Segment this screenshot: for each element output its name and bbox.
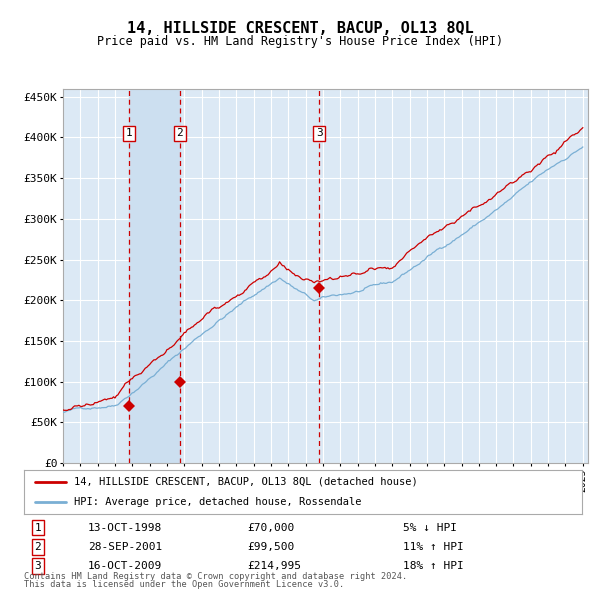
Text: 14, HILLSIDE CRESCENT, BACUP, OL13 8QL: 14, HILLSIDE CRESCENT, BACUP, OL13 8QL xyxy=(127,21,473,35)
Text: 14, HILLSIDE CRESCENT, BACUP, OL13 8QL (detached house): 14, HILLSIDE CRESCENT, BACUP, OL13 8QL (… xyxy=(74,477,418,487)
Text: 3: 3 xyxy=(316,128,323,138)
Text: 3: 3 xyxy=(35,561,41,571)
Text: 2: 2 xyxy=(35,542,41,552)
Text: 16-OCT-2009: 16-OCT-2009 xyxy=(88,561,163,571)
Bar xyxy=(128,88,180,463)
Text: 1: 1 xyxy=(35,523,41,533)
Text: Price paid vs. HM Land Registry's House Price Index (HPI): Price paid vs. HM Land Registry's House … xyxy=(97,35,503,48)
Text: 13-OCT-1998: 13-OCT-1998 xyxy=(88,523,163,533)
Text: 1: 1 xyxy=(125,128,132,138)
Text: £70,000: £70,000 xyxy=(247,523,295,533)
Text: This data is licensed under the Open Government Licence v3.0.: This data is licensed under the Open Gov… xyxy=(24,580,344,589)
Text: £214,995: £214,995 xyxy=(247,561,301,571)
Text: 18% ↑ HPI: 18% ↑ HPI xyxy=(403,561,464,571)
Text: 5% ↓ HPI: 5% ↓ HPI xyxy=(403,523,457,533)
Text: Contains HM Land Registry data © Crown copyright and database right 2024.: Contains HM Land Registry data © Crown c… xyxy=(24,572,407,581)
Text: 2: 2 xyxy=(176,128,183,138)
Text: HPI: Average price, detached house, Rossendale: HPI: Average price, detached house, Ross… xyxy=(74,497,362,507)
Text: 28-SEP-2001: 28-SEP-2001 xyxy=(88,542,163,552)
Text: £99,500: £99,500 xyxy=(247,542,295,552)
Text: 11% ↑ HPI: 11% ↑ HPI xyxy=(403,542,464,552)
